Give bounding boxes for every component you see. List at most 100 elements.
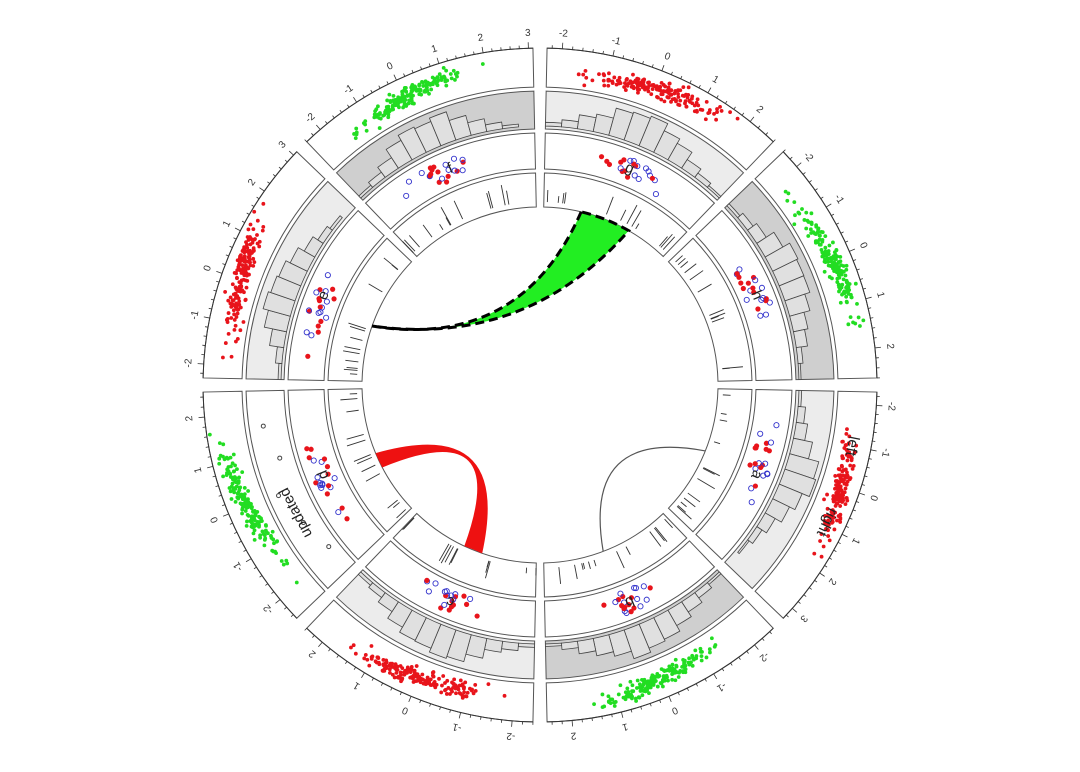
- sector-e-red-point: [315, 329, 321, 335]
- sector-g-histogram-bar: [561, 119, 579, 130]
- track-marks: [207, 62, 866, 710]
- sector-e-outer-point: [236, 288, 240, 293]
- sector-d-outer-point: [250, 515, 254, 520]
- sector-a-outer-point: [844, 432, 849, 436]
- sector-h-outer-point: [806, 220, 811, 224]
- sector-d-outer-point: [224, 455, 229, 460]
- sector-c-outer-point: [439, 690, 444, 695]
- sector-e-outer-point: [238, 305, 243, 310]
- sector-e-outer-point: [233, 323, 238, 328]
- sector-g-outer-point: [690, 94, 695, 99]
- axis-tick-label: 1: [192, 466, 204, 474]
- axis-major-tick: [207, 466, 214, 469]
- sector-h-blue-point: [736, 266, 743, 273]
- sector-h-outer-point: [855, 301, 859, 306]
- axis-major-tick: [874, 346, 881, 349]
- axis-major-tick: [288, 150, 294, 156]
- sector-g-outer-point: [638, 83, 642, 88]
- sector-g-outer-point: [631, 80, 636, 85]
- axis-minor-tick: [225, 254, 229, 257]
- sector-a-histogram-bar: [795, 406, 806, 424]
- sector-g-outer-point: [602, 73, 607, 78]
- sector-f-outer-point: [409, 89, 414, 94]
- sector-f-outer-point: [412, 101, 416, 106]
- sector-c-red-point: [438, 605, 444, 611]
- sector-a-outer-point: [840, 500, 845, 504]
- axis-tick-label: 3: [277, 139, 289, 151]
- sector-f-outer-point: [405, 94, 410, 98]
- sector-g-segment: [626, 204, 638, 225]
- sector-g-outer-point: [629, 84, 634, 89]
- sector-d-red-point: [308, 446, 314, 452]
- sector-h-outer-point: [835, 254, 840, 259]
- sector-g-outer-point: [712, 111, 716, 116]
- sector-b-outer-point: [610, 697, 615, 702]
- sector-c-red-point: [461, 593, 467, 599]
- sector-c-outer-point: [463, 680, 468, 685]
- sector-c-outer-point: [369, 644, 374, 648]
- sector-f-blue-point: [445, 166, 452, 173]
- axis-minor-tick: [455, 55, 457, 59]
- sector-d-outer-point: [271, 549, 276, 554]
- sector-h-outer-point: [804, 210, 809, 215]
- sector-label-f: f: [445, 159, 456, 177]
- sector-g-outer-point: [606, 77, 611, 82]
- sector-f-outer-point: [404, 89, 409, 94]
- sector-d-track2-point: [276, 493, 282, 499]
- sector-a-outer-point: [844, 475, 849, 480]
- axis-tick-label: 2: [884, 343, 896, 350]
- sector-h-blue-point: [762, 311, 770, 318]
- sector-c-outer-point: [402, 670, 407, 675]
- sector-g-outer-point: [715, 110, 719, 114]
- axis-minor-tick: [210, 298, 214, 301]
- sector-f-segment: [500, 184, 506, 206]
- sector-e-outer-point: [242, 290, 246, 295]
- sector-f-outer-point: [396, 95, 401, 100]
- sector-g-outer-point: [686, 93, 691, 97]
- sector-e-outer-point: [223, 341, 228, 345]
- axis-minor-tick: [757, 125, 761, 129]
- axis-tick-label: 0: [400, 704, 410, 716]
- sector-d-track-3-cell: [287, 389, 385, 561]
- sector-g-histogram-bar: [706, 185, 722, 199]
- axis-minor-tick: [853, 259, 857, 262]
- sector-f-outer-point: [430, 75, 435, 80]
- sector-a-outer-point: [812, 551, 817, 556]
- sector-a-outer-point: [845, 427, 849, 432]
- sector-a-outer-point: [848, 463, 853, 468]
- sector-d-outer-point: [232, 475, 237, 479]
- axis-major-tick: [571, 720, 574, 727]
- sector-c-outer-point: [437, 676, 441, 681]
- axis-minor-tick: [253, 566, 257, 570]
- sector-d-outer-point: [251, 531, 256, 536]
- sector-g-blue-point: [652, 191, 659, 198]
- sector-e-outer-point: [255, 241, 260, 246]
- sector-e-outer-point: [255, 233, 259, 237]
- sector-g-outer-point: [666, 85, 671, 90]
- sector-h-segment: [675, 255, 683, 263]
- sector-f-blue-point: [418, 170, 425, 177]
- sector-b-outer-point: [686, 660, 691, 665]
- axis-minor-tick: [428, 63, 431, 67]
- sector-c-blue-point: [448, 592, 455, 599]
- sector-f-outer-point: [397, 100, 401, 104]
- sector-e-outer-point: [232, 312, 237, 317]
- sector-b-outer-point: [676, 675, 681, 679]
- sector-h-outer-point: [823, 234, 828, 239]
- sector-a-outer-point: [841, 468, 846, 472]
- sector-e-histogram-bar: [277, 362, 283, 380]
- sector-g-outer-point: [597, 72, 601, 77]
- axis-minor-tick: [814, 188, 818, 191]
- sector-c-outer-point: [384, 658, 389, 663]
- axis-minor-tick: [789, 156, 793, 160]
- sector-h-outer-point: [786, 191, 791, 196]
- sector-g-segment: [660, 233, 673, 248]
- axis-tick-label: 2: [826, 576, 838, 587]
- sector-b-segment: [649, 531, 662, 547]
- sector-b-blue-point: [640, 583, 647, 590]
- sector-d-outer-point: [270, 529, 275, 534]
- sector-g-outer-point: [719, 109, 724, 113]
- sector-d-outer-point: [234, 480, 238, 484]
- axis-minor-tick: [824, 565, 828, 568]
- sector-a-segment: [719, 419, 728, 422]
